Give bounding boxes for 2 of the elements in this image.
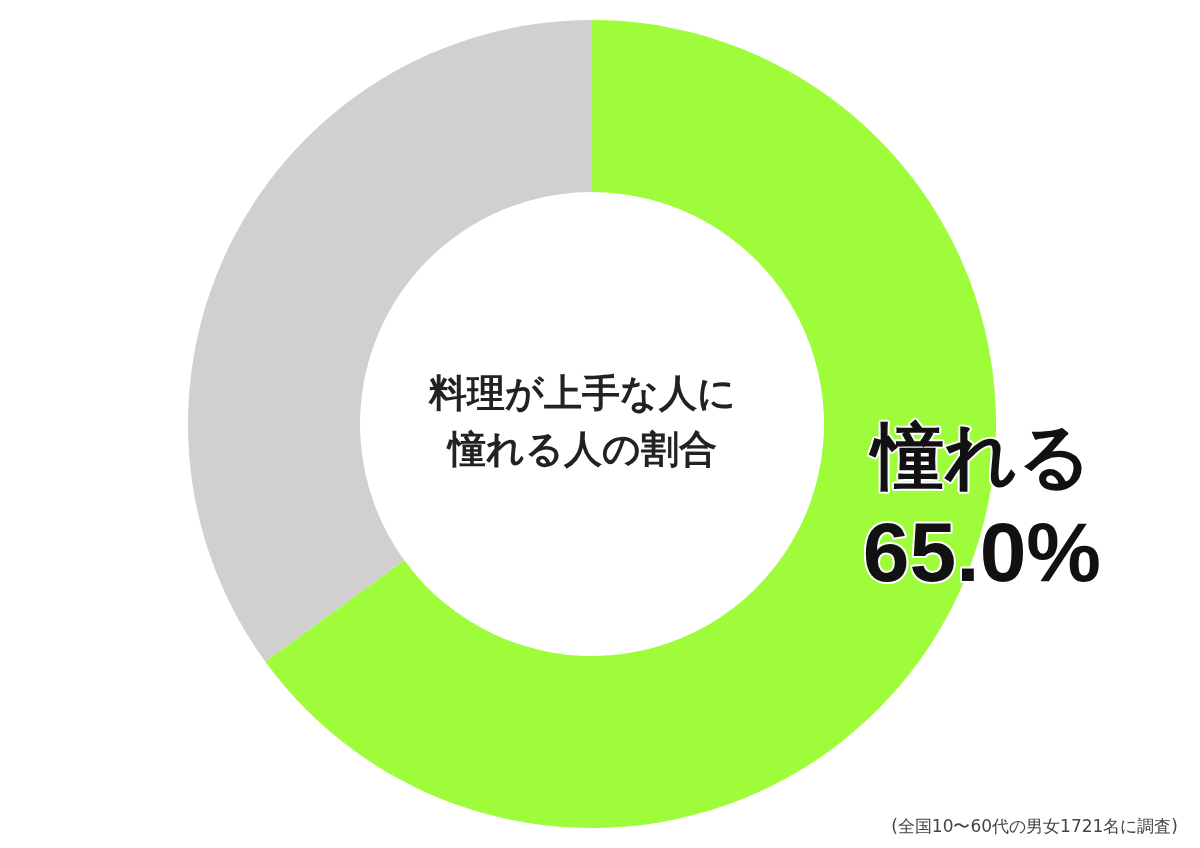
text: 料理が上手な人に憧れる人の割合 — [427, 371, 736, 471]
text: (全国10〜60代の男女1721名に調査) — [891, 816, 1178, 836]
